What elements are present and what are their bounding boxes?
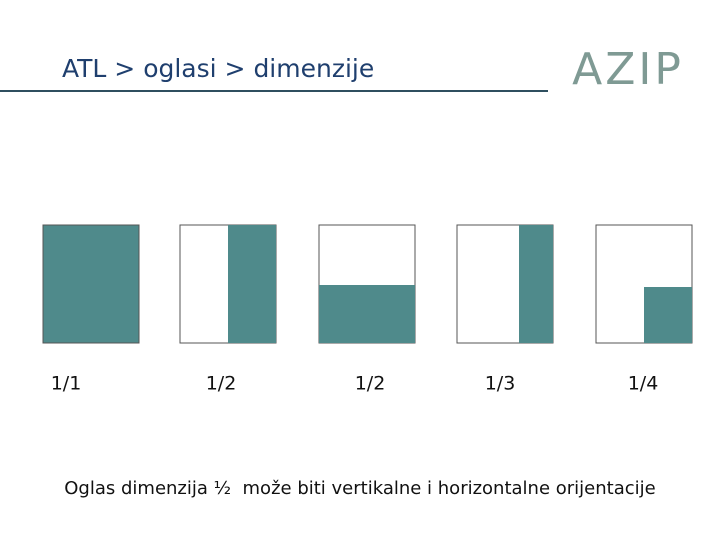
format-label: 1/2 [206, 373, 237, 395]
logo: AZIP [572, 44, 684, 95]
caption: Oglas dimenzija ½ može biti vertikalne i… [64, 478, 655, 499]
format-fill [644, 287, 692, 343]
format-label: 1/4 [628, 373, 659, 395]
slide-title: ATL > oglasi > dimenzije [62, 54, 374, 83]
format-box [42, 224, 140, 344]
format-diagrams [42, 224, 693, 344]
format-fill [519, 225, 553, 343]
format-label: 1/2 [355, 373, 386, 395]
format-fill [228, 225, 276, 343]
format-fill [319, 285, 415, 343]
format-label: 1/1 [51, 373, 82, 395]
format-label: 1/3 [485, 373, 516, 395]
